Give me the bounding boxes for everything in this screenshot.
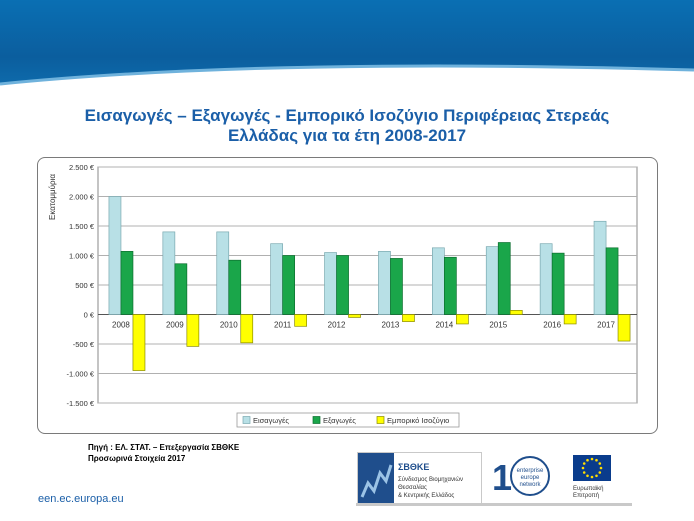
sbthke-logo: ΣΒΘΚΕ Σύνδεσμος Βιομηχανιών Θεσσαλίας & …	[357, 452, 482, 504]
slide-title-line-1: Εισαγωγές – Εξαγωγές - Εμπορικό Ισοζύγιο…	[84, 106, 610, 125]
bar-1-2017	[605, 247, 619, 315]
x-tick-label: 2012	[328, 321, 346, 330]
source-note: Πηγή : ΕΛ. ΣΤΑΤ. – Επεξεργασία ΣΒΘΚΕ Προ…	[88, 442, 239, 464]
y-tick-label: -1.500 €	[66, 399, 94, 408]
bar-0-2011	[270, 243, 283, 315]
y-tick-label: 0 €	[84, 311, 95, 320]
bar-0-2017	[593, 220, 607, 315]
bar-2-2016	[563, 314, 577, 325]
bar-1-2016	[551, 252, 565, 315]
x-tick-label: 2009	[166, 321, 184, 330]
een-logo-graphic: 1 enterprise europe network	[492, 456, 550, 498]
x-tick-label: 2011	[274, 321, 292, 330]
y-tick-label: 2.500 €	[69, 163, 95, 172]
bar-2-2010	[240, 314, 254, 344]
y-tick-label: 1.500 €	[69, 222, 95, 231]
x-tick-label: 2008	[112, 321, 130, 330]
slide-title-line-2: Ελλάδας για τα έτη 2008-2017	[227, 126, 467, 145]
logo-divider	[356, 503, 632, 506]
bar-0-2012	[324, 252, 337, 315]
y-tick-label: 1.000 €	[69, 252, 95, 261]
bar-0-2008	[108, 196, 122, 315]
bar-1-2009	[174, 263, 188, 315]
legend-box	[236, 412, 460, 428]
bar-2-2009	[186, 314, 200, 347]
bar-0-2015	[485, 246, 499, 315]
bar-2-2015	[509, 310, 523, 315]
bar-chart: 2.500 € 2.000 € 1.500 € 1.000 € 500 € 0 € -500…	[48, 163, 638, 428]
legend-swatch	[242, 416, 251, 424]
legend-swatch	[312, 416, 321, 424]
eu-stars-icon	[581, 457, 603, 479]
bar-1-2008	[120, 251, 134, 315]
x-tick-label: 2015	[489, 321, 507, 330]
slide-header-banner	[0, 0, 694, 100]
bar-2-2013	[402, 314, 415, 322]
legend-label: Εισαγωγές	[253, 416, 289, 425]
sbthke-logo-sub-2: Θεσσαλίας	[398, 485, 427, 491]
sbthke-logo-name: ΣΒΘΚΕ	[398, 462, 429, 472]
y-tick-label: -500 €	[73, 340, 95, 349]
sbthke-logo-graphic: ΣΒΘΚΕ Σύνδεσμος Βιομηχανιών Θεσσαλίας & …	[358, 453, 463, 503]
bar-0-2013	[378, 251, 391, 315]
bar-0-2009	[162, 231, 176, 315]
source-line-2: Προσωρινά Στοιχεία 2017	[88, 454, 186, 463]
european-commission-logo: Ευρωπαϊκή Επιτροπή	[569, 452, 631, 502]
x-tick-label: 2014	[435, 321, 453, 330]
y-axis-label: Εκατομμύρια	[48, 174, 57, 220]
enterprise-europe-network-logo: 1 enterprise europe network	[490, 452, 556, 502]
eu-logo-label-2: Επιτροπή	[573, 492, 599, 499]
een-logo-line-3: network	[519, 482, 541, 488]
een-logo-line-2: europe	[521, 475, 540, 481]
slide-title: Εισαγωγές – Εξαγωγές - Εμπορικό Ισοζύγιο…	[40, 106, 654, 146]
x-tick-label: 2017	[597, 321, 615, 330]
bar-1-2010	[228, 259, 242, 315]
eu-logo-graphic: Ευρωπαϊκή Επιτροπή	[573, 455, 611, 499]
footer-url: een.ec.europa.eu	[38, 493, 124, 505]
sbthke-logo-sub-1: Σύνδεσμος Βιομηχανιών	[398, 477, 463, 483]
y-tick-label: -1.000 €	[66, 370, 94, 379]
y-tick-label: 500 €	[75, 281, 95, 290]
bar-2-2014	[456, 314, 469, 325]
bar-1-2013	[390, 258, 403, 315]
legend-label: Εξαγωγές	[323, 416, 356, 425]
x-tick-label: 2013	[382, 321, 400, 330]
bar-1-2011	[282, 255, 295, 315]
source-line-1: Πηγή : ΕΛ. ΣΤΑΤ. – Επεξεργασία ΣΒΘΚΕ	[88, 443, 240, 452]
legend-label: Εμπορικό Ισοζύγιο	[387, 416, 449, 425]
bar-1-2012	[336, 255, 349, 315]
y-tick-label: 2.000 €	[69, 193, 95, 202]
bar-2-2008	[132, 314, 146, 371]
x-tick-label: 2016	[543, 321, 561, 330]
bar-1-2014	[444, 256, 457, 315]
bar-0-2016	[539, 243, 553, 315]
bar-1-2015	[497, 242, 511, 315]
bar-2-2017	[617, 314, 631, 342]
header-wave-decoration	[0, 64, 694, 100]
bar-2-2011	[294, 314, 307, 327]
bar-2-2012	[348, 314, 361, 318]
bar-0-2010	[216, 231, 230, 315]
x-tick-label: 2010	[220, 321, 238, 330]
een-logo-line-1: enterprise	[517, 468, 544, 474]
eu-logo-label-1: Ευρωπαϊκή	[573, 485, 604, 492]
bar-0-2014	[432, 247, 445, 315]
sbthke-logo-sub-3: & Κεντρικής Ελλάδος	[398, 492, 454, 499]
legend-swatch	[376, 416, 385, 424]
svg-text:1: 1	[492, 457, 512, 498]
